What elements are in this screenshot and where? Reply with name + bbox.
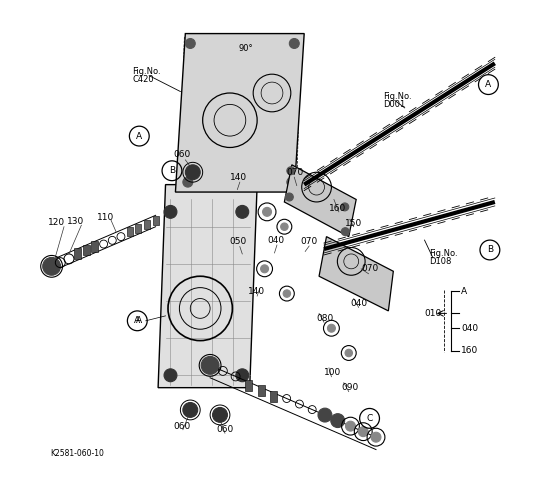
- Circle shape: [345, 349, 353, 357]
- Text: 080: 080: [317, 314, 333, 323]
- Text: 060: 060: [173, 150, 190, 159]
- Text: B: B: [169, 166, 175, 175]
- Text: 150: 150: [345, 219, 362, 228]
- Text: 140: 140: [248, 286, 265, 296]
- Bar: [135, 224, 141, 233]
- Circle shape: [289, 38, 299, 48]
- Circle shape: [371, 432, 381, 442]
- Circle shape: [183, 402, 197, 417]
- Text: 110: 110: [96, 213, 114, 222]
- Circle shape: [213, 407, 227, 422]
- Bar: [270, 391, 277, 402]
- Text: A: A: [136, 131, 143, 140]
- Text: A: A: [136, 316, 143, 325]
- Circle shape: [341, 228, 349, 236]
- Text: 070: 070: [300, 237, 318, 246]
- Circle shape: [287, 177, 297, 187]
- Circle shape: [327, 324, 336, 332]
- Text: 070: 070: [361, 264, 379, 273]
- Circle shape: [263, 207, 271, 216]
- Bar: [258, 385, 264, 396]
- Text: 120: 120: [48, 218, 65, 227]
- Text: 040: 040: [268, 236, 285, 245]
- Text: A: A: [134, 316, 140, 325]
- Circle shape: [236, 369, 249, 382]
- Circle shape: [281, 223, 288, 231]
- Circle shape: [164, 205, 177, 218]
- Circle shape: [186, 38, 195, 48]
- Text: A: A: [485, 80, 491, 89]
- Circle shape: [341, 203, 349, 211]
- Text: C420: C420: [132, 75, 154, 84]
- Circle shape: [261, 265, 269, 273]
- Text: 040: 040: [461, 324, 478, 333]
- Text: 050: 050: [230, 237, 247, 246]
- Text: 160: 160: [329, 204, 347, 213]
- Circle shape: [283, 290, 290, 297]
- Circle shape: [358, 427, 368, 437]
- Text: Fig.No.: Fig.No.: [429, 249, 458, 258]
- Text: 130: 130: [67, 217, 84, 226]
- Text: Fig.No.: Fig.No.: [384, 92, 412, 101]
- Circle shape: [286, 193, 293, 201]
- Text: 140: 140: [230, 173, 247, 182]
- Circle shape: [201, 357, 219, 374]
- Bar: [83, 245, 90, 255]
- Text: 010: 010: [424, 309, 442, 318]
- Bar: [144, 220, 150, 229]
- Circle shape: [236, 205, 249, 218]
- Circle shape: [318, 408, 332, 422]
- Text: 040: 040: [350, 299, 368, 308]
- Text: 070: 070: [286, 168, 304, 177]
- Bar: [153, 216, 159, 225]
- Polygon shape: [175, 33, 304, 192]
- Circle shape: [183, 177, 193, 187]
- Circle shape: [186, 165, 200, 180]
- Text: Fig.No.: Fig.No.: [132, 67, 161, 76]
- Text: 090: 090: [342, 383, 359, 392]
- Text: 060: 060: [173, 422, 190, 431]
- Text: 060: 060: [217, 425, 233, 434]
- Text: C: C: [367, 414, 373, 423]
- Polygon shape: [319, 237, 393, 311]
- Text: D108: D108: [429, 257, 452, 266]
- Bar: [245, 380, 252, 391]
- Polygon shape: [158, 185, 257, 387]
- Circle shape: [164, 369, 177, 382]
- Text: K2581-060-10: K2581-060-10: [50, 449, 104, 458]
- Circle shape: [287, 167, 295, 175]
- Text: D001: D001: [384, 100, 406, 109]
- Bar: [91, 241, 98, 251]
- Text: 90°: 90°: [239, 44, 254, 53]
- Text: B: B: [487, 246, 493, 254]
- Circle shape: [345, 421, 355, 431]
- Circle shape: [43, 257, 60, 275]
- Circle shape: [331, 414, 345, 428]
- Polygon shape: [285, 165, 356, 237]
- Text: 160: 160: [461, 346, 478, 355]
- Text: A: A: [461, 286, 467, 296]
- Bar: [74, 249, 81, 259]
- Text: 100: 100: [324, 369, 341, 377]
- Bar: [127, 228, 133, 237]
